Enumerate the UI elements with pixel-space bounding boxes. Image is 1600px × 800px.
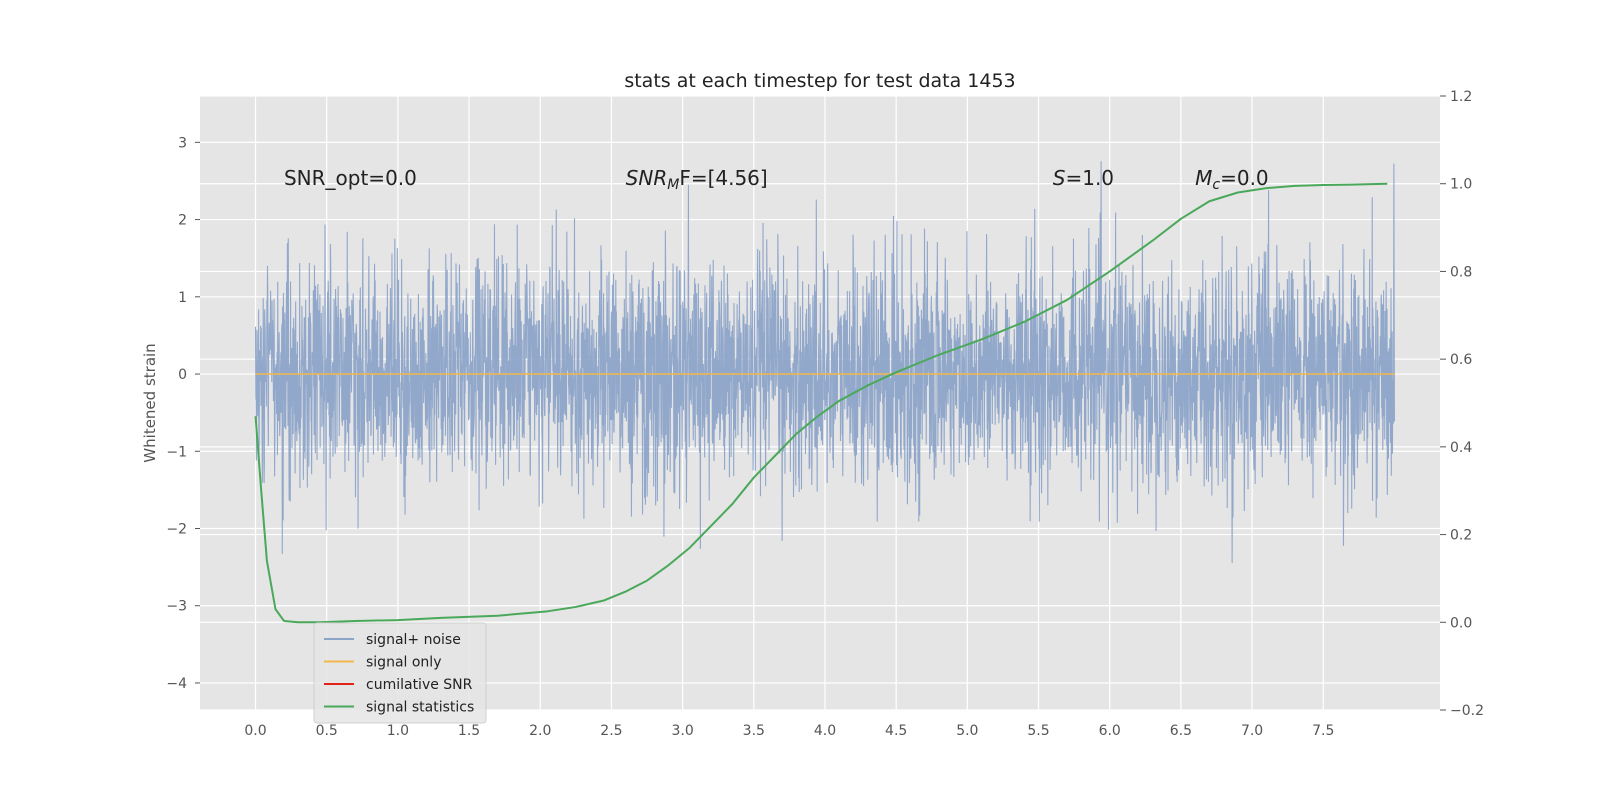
x-tick-label: 1.0: [387, 723, 409, 739]
x-axis-ticks: 0.0 0.5 1.0 1.5 2.0 2.5 3.0 3.5 4.0 4.5 5.0 5.5 6.0 6…: [244, 723, 1334, 739]
signal-noise-series: [254, 161, 1395, 564]
annotation-0: SNR_opt=0.0: [284, 166, 417, 190]
x-tick-label: 5.0: [956, 723, 978, 739]
x-tick-label: 4.5: [885, 723, 907, 739]
x-tick-label: 1.5: [458, 723, 480, 739]
y2-tick-label: −0.2: [1450, 703, 1484, 719]
legend-box: [313, 622, 487, 724]
y2-tick-label: 1.0: [1450, 177, 1472, 193]
y-axis-ticks: −4 −3 −2 −1 0 1 2 3: [166, 135, 200, 692]
x-tick-label: 2.5: [600, 723, 622, 739]
signal-statistics-line: [254, 182, 1388, 624]
x-tick-label: 7.0: [1241, 723, 1263, 739]
signal-statistics-series: [254, 182, 1388, 624]
x-tick-label: 6.5: [1170, 723, 1192, 739]
x-tick-label: 2.0: [529, 723, 551, 739]
chart-title: stats at each timestep for test data 145…: [624, 70, 1015, 92]
y-tick-label: 2: [178, 213, 187, 229]
annotation-2: S=1.0: [1053, 166, 1114, 190]
y-tick-label: 1: [178, 290, 187, 306]
y2-axis-ticks: −0.2 0.0 0.2 0.4 0.6 0.8 1.0 1.2: [1440, 89, 1484, 719]
x-tick-label: 6.0: [1099, 723, 1121, 739]
legend-label: signal statistics: [366, 700, 474, 716]
annotation-1: SNRMF=[4.56]: [626, 166, 768, 193]
y2-tick-label: 0.4: [1450, 440, 1472, 456]
x-tick-label: 5.5: [1027, 723, 1049, 739]
y2-tick-label: 0.8: [1450, 264, 1472, 280]
legend-label: signal+ noise: [366, 632, 461, 648]
x-tick-label: 7.5: [1312, 723, 1334, 739]
legend-label: signal only: [366, 655, 441, 671]
annotations: SNR_opt=0.0 SNRMF=[4.56] S=1.0 Mc=0.0: [284, 166, 1269, 193]
y-tick-label: 3: [178, 135, 187, 151]
signal-noise-line: [254, 161, 1395, 564]
legend-label: cumilative SNR: [366, 677, 473, 693]
x-tick-label: 0.0: [244, 723, 266, 739]
y2-tick-label: 0.0: [1450, 615, 1472, 631]
x-tick-label: 3.0: [671, 723, 693, 739]
y-tick-label: −1: [166, 444, 187, 460]
annotation-3: Mc=0.0: [1195, 166, 1269, 193]
y-tick-label: −3: [166, 599, 187, 615]
y2-tick-label: 0.2: [1450, 528, 1472, 544]
y-tick-label: −2: [166, 522, 187, 538]
y-axis-label: Whitened strain: [141, 343, 159, 462]
x-tick-label: 3.5: [743, 723, 765, 739]
x-tick-label: 0.5: [316, 723, 338, 739]
y2-tick-label: 1.2: [1450, 89, 1472, 105]
y2-tick-label: 0.6: [1450, 352, 1472, 368]
legend: signal+ noise signal only cumilative SNR si…: [313, 622, 487, 724]
y-tick-label: 0: [178, 367, 187, 383]
x-tick-label: 4.0: [814, 723, 836, 739]
y-tick-label: −4: [166, 676, 187, 692]
